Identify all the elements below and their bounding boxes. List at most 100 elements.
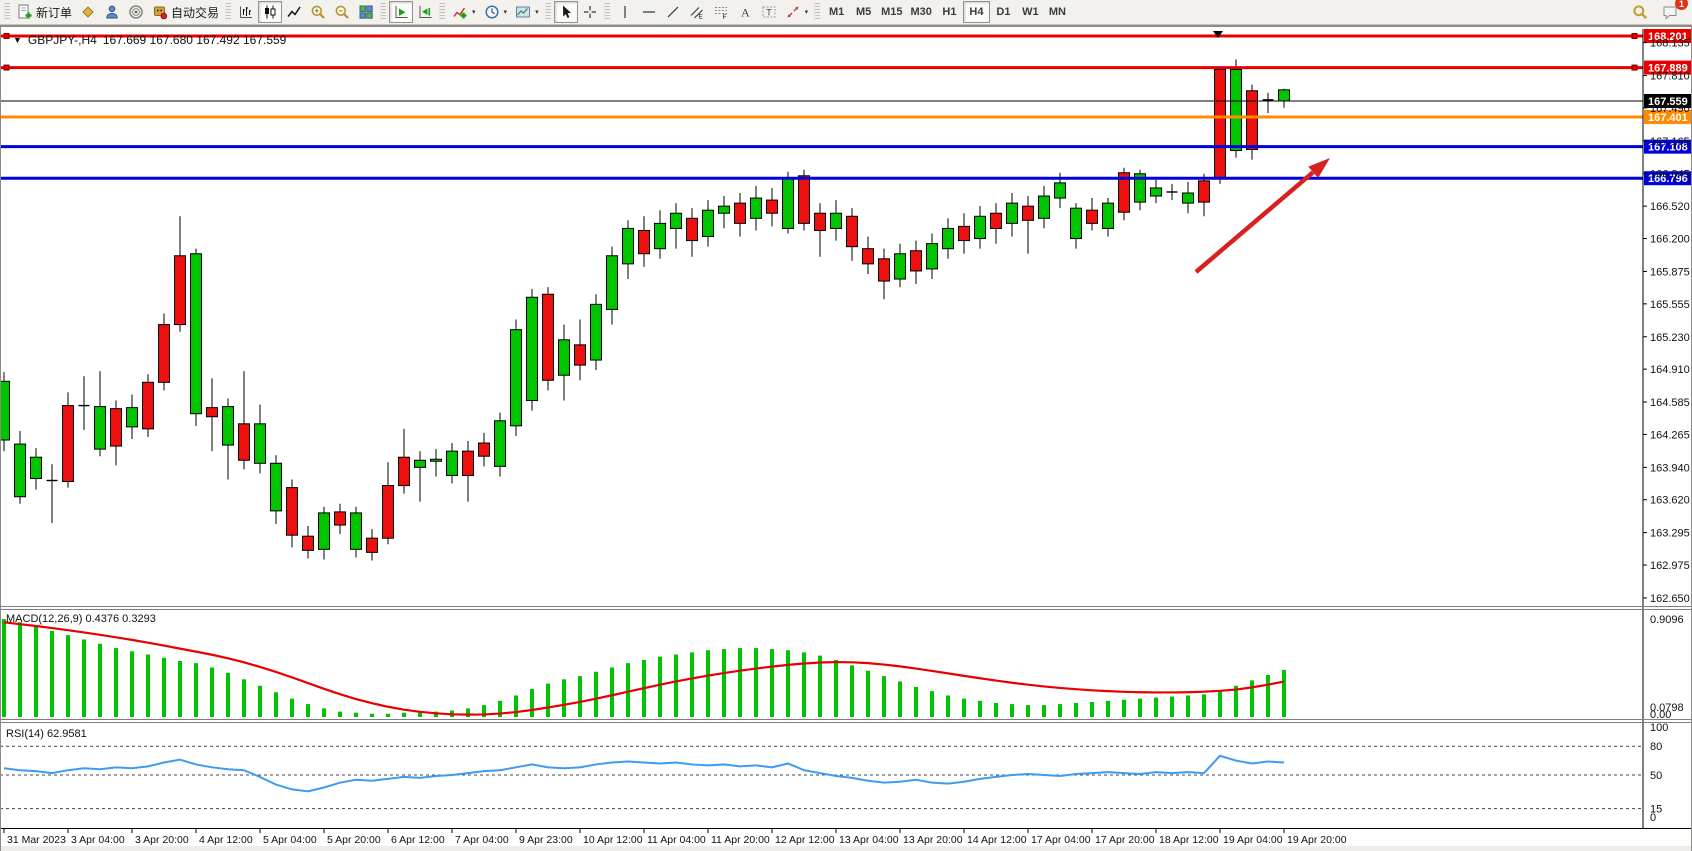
timeframe-m15-button[interactable]: M15 bbox=[881, 6, 903, 18]
vertical-line-button[interactable] bbox=[613, 1, 637, 23]
annotation-arrow-line[interactable] bbox=[1194, 170, 1315, 274]
cursor-button[interactable] bbox=[553, 1, 578, 23]
time-tick-label: 19 Apr 04:00 bbox=[1223, 834, 1283, 846]
bull-candle bbox=[654, 222, 666, 250]
periods-icon bbox=[485, 5, 499, 19]
zoom-out-button[interactable] bbox=[330, 1, 354, 23]
chat-icon bbox=[1663, 6, 1677, 20]
macd-histogram-bar bbox=[178, 660, 182, 717]
time-tick-label: 17 Apr 04:00 bbox=[1031, 834, 1091, 846]
timeframe-d1-button[interactable]: D1 bbox=[996, 6, 1011, 18]
symbol-dropdown-icon[interactable]: ▼ bbox=[13, 35, 22, 45]
trend-line-button[interactable] bbox=[661, 1, 685, 23]
chart-shift-button[interactable] bbox=[413, 1, 437, 23]
svg-text:T: T bbox=[766, 8, 772, 18]
macd-histogram-bar bbox=[802, 652, 806, 717]
bear-candle bbox=[542, 293, 554, 381]
bull-candle bbox=[1038, 195, 1050, 219]
notifications-button[interactable]: 1 bbox=[1658, 0, 1688, 23]
auto-scroll-button[interactable] bbox=[389, 1, 414, 23]
bull-candle bbox=[1278, 89, 1290, 102]
bear-candle bbox=[110, 408, 122, 447]
bear-candle bbox=[1022, 205, 1034, 221]
macd-histogram-bar bbox=[1186, 695, 1190, 717]
line-anchor[interactable] bbox=[1631, 32, 1638, 39]
line-anchor[interactable] bbox=[3, 64, 10, 71]
timeframe-m5-button[interactable]: M5 bbox=[855, 6, 872, 18]
channel-button[interactable]: E bbox=[685, 1, 709, 23]
search-button[interactable] bbox=[1628, 1, 1652, 23]
bull-candle bbox=[1230, 68, 1242, 151]
chart-title: ▼ GBPJPY-,H4 167.669 167.680 167.492 167… bbox=[13, 33, 286, 47]
chart-ohlc-values: 167.669 167.680 167.492 167.559 bbox=[102, 33, 287, 47]
zoom-out-icon bbox=[335, 5, 349, 19]
crosshair-icon bbox=[583, 6, 596, 18]
chart-canvas[interactable]: 168.201 167.889 167.559 167.401 167.108 166.7… bbox=[0, 26, 1692, 851]
timeframe-h1-button[interactable]: H1 bbox=[942, 6, 957, 18]
bar-chart-button[interactable] bbox=[234, 1, 258, 23]
bear-candle bbox=[478, 442, 490, 457]
tile-windows-button[interactable] bbox=[354, 1, 378, 23]
bear-candle bbox=[142, 381, 154, 430]
periods-button[interactable]: ▾ bbox=[480, 1, 512, 23]
macd-histogram-bar bbox=[818, 655, 822, 717]
bear-candle bbox=[382, 485, 394, 539]
market-watch-button[interactable] bbox=[124, 1, 148, 23]
bear-candle bbox=[286, 487, 298, 536]
templates-button[interactable]: ▾ bbox=[511, 1, 543, 23]
bull-candle bbox=[430, 458, 442, 462]
timeframe-h4-button[interactable]: H4 bbox=[962, 1, 990, 23]
horizontal-line-button[interactable] bbox=[637, 1, 661, 23]
macd-histogram-bar bbox=[530, 688, 534, 717]
indicators-icon bbox=[453, 7, 467, 19]
bear-candle bbox=[302, 535, 314, 551]
fibonacci-button[interactable]: F bbox=[709, 1, 733, 23]
macd-signal-line bbox=[3, 621, 1285, 716]
macd-histogram-bar bbox=[1234, 685, 1238, 717]
price-tick-label: 166.200 bbox=[1650, 234, 1690, 246]
timeframe-m30-button[interactable]: M30 bbox=[910, 6, 932, 18]
bull-candle bbox=[974, 215, 986, 240]
price-label-166.796: 166.796 bbox=[1648, 173, 1688, 185]
svg-text:E: E bbox=[698, 14, 703, 21]
time-tick-label: 3 Apr 20:00 bbox=[135, 834, 189, 846]
community-button[interactable] bbox=[100, 1, 124, 23]
timeframe-mn-button[interactable]: MN bbox=[1048, 6, 1066, 18]
zoom-in-button[interactable] bbox=[306, 1, 330, 23]
bear-candle bbox=[638, 229, 650, 255]
price-tick-label: 165.230 bbox=[1650, 332, 1690, 344]
autotrading-button[interactable]: 自动交易 bbox=[148, 1, 223, 23]
indicators-button[interactable]: ▾ bbox=[448, 1, 480, 23]
macd-histogram-bar bbox=[978, 700, 982, 717]
line-anchor[interactable] bbox=[3, 32, 10, 39]
timeframe-m1-button[interactable]: M1 bbox=[828, 6, 845, 18]
price-label-box bbox=[1644, 28, 1691, 43]
macd-histogram-bar bbox=[1058, 704, 1062, 717]
bull-candle bbox=[222, 406, 234, 446]
bull-candle bbox=[718, 205, 730, 214]
text-label-icon: T bbox=[762, 6, 776, 18]
macd-histogram-bar bbox=[258, 685, 262, 717]
line-chart-button[interactable] bbox=[282, 1, 306, 23]
macd-axis-label: 0.0798 bbox=[1650, 702, 1684, 714]
line-anchor[interactable] bbox=[1631, 64, 1638, 71]
rsi-axis-label: 0 bbox=[1650, 812, 1656, 824]
horizontal-line-icon bbox=[642, 11, 655, 13]
metaeditor-button[interactable] bbox=[76, 1, 100, 23]
robot-icon bbox=[154, 6, 168, 20]
bear-candle bbox=[1198, 180, 1210, 203]
timeframe-w1-button[interactable]: W1 bbox=[1022, 6, 1039, 18]
candlestick-button[interactable] bbox=[258, 1, 283, 23]
text-button[interactable]: A bbox=[733, 1, 757, 23]
crosshair-button[interactable] bbox=[578, 1, 602, 23]
text-label-button[interactable]: T bbox=[757, 1, 781, 23]
toolbar-grip bbox=[439, 3, 446, 21]
bull-candle bbox=[1070, 207, 1082, 240]
macd-histogram-bar bbox=[994, 702, 998, 717]
new-order-button[interactable]: 新订单 bbox=[13, 1, 76, 23]
macd-histogram-bar bbox=[290, 698, 294, 717]
notification-badge: 1 bbox=[1675, 0, 1688, 10]
macd-histogram-bar bbox=[1042, 705, 1046, 717]
arrows-button[interactable]: ▾ bbox=[781, 1, 813, 23]
bull-candle bbox=[558, 339, 570, 376]
